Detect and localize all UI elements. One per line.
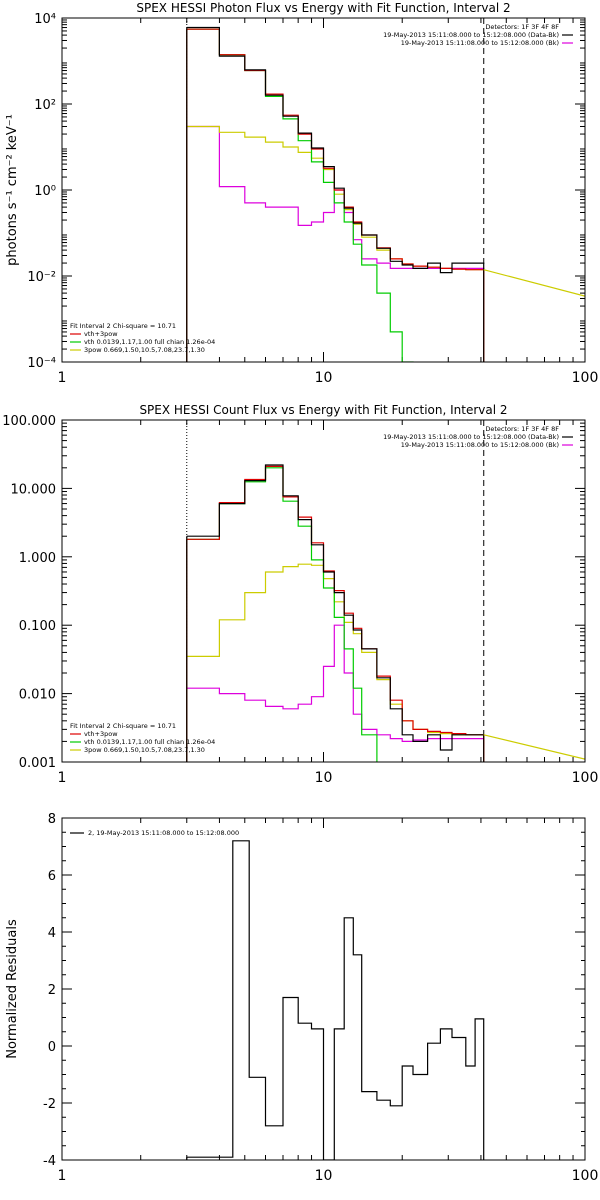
plot-area (61, 817, 586, 1161)
series-vth-3pow-line (186, 465, 485, 762)
y-tick-label: 10.000 (11, 482, 57, 497)
series-3pow-line (186, 125, 485, 362)
y-tick-label: 0 (48, 1040, 56, 1055)
y-tick-label: 10² (34, 98, 56, 113)
y-tick-label: 4 (48, 926, 56, 941)
x-tick-label: 1 (58, 1168, 67, 1184)
y-axis-label: photons s⁻¹ cm⁻² keV⁻¹ (5, 114, 20, 266)
legend-entry: Fit Interval 2 Chi-square = 10.71 (70, 722, 176, 730)
legend-entry: Detectors: 1F 3F 4F 8F (485, 23, 559, 31)
x-tick-label: 10 (315, 370, 333, 386)
legend-entry: 2, 19-May-2013 15:11:08.000 to 15:12:08.… (88, 829, 239, 837)
legend-entry: vth+3pow (84, 730, 118, 738)
axes-frame (61, 419, 586, 763)
y-tick-label: -4 (43, 1154, 56, 1169)
y-tick-label: 0.010 (19, 688, 56, 703)
series-vth-line (186, 28, 485, 362)
legend-entry: vth 0.0139,1.17,1.00 full chian 1.26e-04 (84, 338, 215, 346)
legend-entry: vth 0.0139,1.17,1.00 full chian 1.26e-04 (84, 738, 215, 746)
y-tick-label: -2 (43, 1097, 56, 1112)
y-tick-label: 10⁻² (27, 270, 56, 285)
y-tick-label: 1.000 (19, 551, 56, 566)
y-tick-label: 8 (48, 812, 56, 827)
series-3pow-extension (483, 269, 585, 297)
series-vth-3pow-line (186, 28, 485, 362)
y-axis-label: Normalized Residuals (5, 919, 20, 1059)
x-tick-label: 1 (58, 370, 67, 386)
y-tick-label: 2 (48, 983, 56, 998)
x-tick-label: 100 (572, 1168, 599, 1184)
legend-entry: 19-May-2013 15:11:08.000 to 15:12:08.000… (401, 39, 559, 47)
x-tick-label: 1 (58, 770, 67, 786)
y-tick-label: 6 (48, 869, 56, 884)
series-3pow-line (186, 563, 485, 762)
plot-area (61, 419, 586, 763)
legend-entry: 3pow 0.669,1.50,10.5,7.08,23.7,1.30 (84, 746, 205, 754)
chart-title: SPEX HESSI Count Flux vs Energy with Fit… (139, 403, 507, 417)
chart-panel-1: SPEX HESSI Photon Flux vs Energy with Fi… (5, 1, 598, 386)
series-data-bk-line (186, 464, 485, 762)
y-tick-label: 10⁻⁴ (27, 356, 56, 371)
legend-bottom-left: Fit Interval 2 Chi-square = 10.71vth+3po… (70, 322, 215, 354)
series-residuals-line (186, 840, 485, 1160)
series-data-bk-line (186, 26, 485, 362)
legend-entry: 19-May-2013 15:11:08.000 to 15:12:08.000… (383, 31, 559, 39)
y-tick-label: 100.000 (2, 414, 56, 429)
series-vth-line (186, 467, 485, 762)
chart-panel-3: Normalized Residuals 1 10 100 -4 -2 0 2 4 6 8 2, 19… (5, 812, 598, 1184)
series-3pow-extension (483, 734, 585, 760)
chart-title: SPEX HESSI Photon Flux vs Energy with Fi… (136, 1, 510, 15)
legend-entry: Fit Interval 2 Chi-square = 10.71 (70, 322, 176, 330)
legend-bottom-left: Fit Interval 2 Chi-square = 10.71vth+3po… (70, 722, 215, 754)
legend-entry: 3pow 0.669,1.50,10.5,7.08,23.7,1.30 (84, 346, 205, 354)
x-tick-label: 100 (572, 770, 599, 786)
plot-area (61, 17, 586, 363)
x-tick-label: 10 (315, 1168, 333, 1184)
axes-frame (61, 817, 586, 1161)
x-tick-label: 10 (315, 770, 333, 786)
chart-panel-2: SPEX HESSI Count Flux vs Energy with Fit… (2, 403, 598, 786)
axes-frame (61, 17, 586, 363)
legend-entry: 19-May-2013 15:11:08.000 to 15:12:08.000… (383, 433, 559, 441)
y-tick-label: 10⁰ (34, 184, 56, 199)
y-tick-label: 0.001 (19, 756, 56, 771)
legend-top-left: 2, 19-May-2013 15:11:08.000 to 15:12:08.… (70, 829, 239, 837)
series-bk-line (186, 624, 485, 762)
legend-entry: Detectors: 1F 3F 4F 8F (485, 425, 559, 433)
legend-entry: 19-May-2013 15:11:08.000 to 15:12:08.000… (401, 441, 559, 449)
x-tick-label: 100 (572, 370, 599, 386)
y-tick-label: 0.100 (19, 619, 56, 634)
y-tick-label: 10⁴ (34, 12, 56, 27)
legend-entry: vth+3pow (84, 330, 118, 338)
series-bk-line (186, 125, 485, 362)
